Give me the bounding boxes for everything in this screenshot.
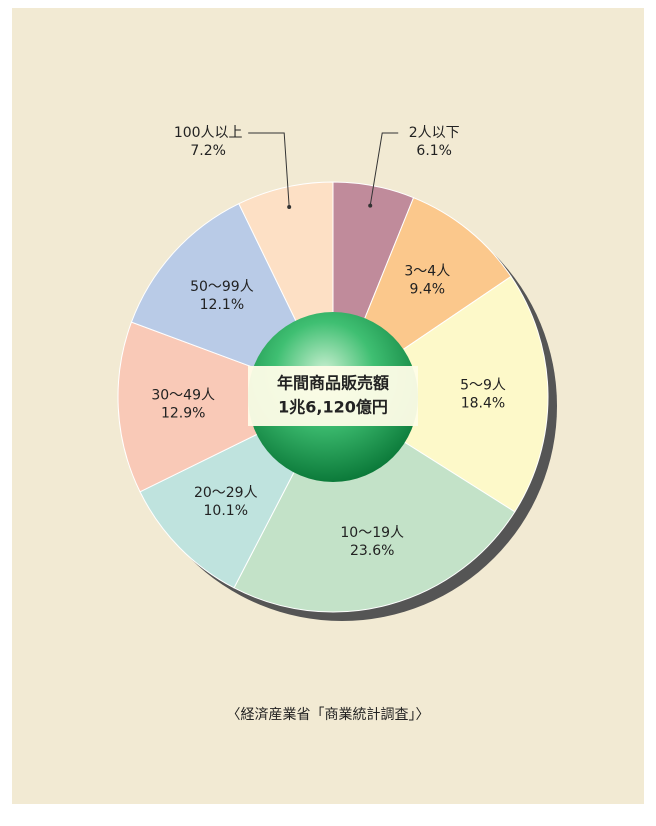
leader-line	[248, 132, 290, 208]
value-label: 6.1%	[416, 143, 452, 159]
value-label: 10.1%	[204, 503, 248, 519]
value-label: 12.1%	[200, 297, 244, 313]
category-label: 5〜9人	[460, 378, 506, 394]
category-label: 2人以下	[409, 125, 460, 141]
category-label: 30〜49人	[151, 388, 215, 404]
segment	[332, 275, 549, 513]
value-label: 23.6%	[350, 543, 394, 559]
segment	[117, 321, 335, 493]
center-box	[248, 366, 418, 426]
segment	[233, 396, 516, 613]
category-label: 20〜29人	[194, 485, 258, 501]
value-label: 18.4%	[461, 396, 505, 412]
value-label: 12.9%	[161, 406, 205, 422]
category-label: 50〜99人	[190, 279, 254, 295]
source: 〈経済産業省「商業統計調査」〉	[227, 707, 430, 723]
value-label: 7.2%	[190, 143, 226, 159]
center-label: 1兆6,120億円	[278, 398, 388, 417]
center-label: 年間商品販売額	[277, 374, 389, 393]
category-label: 10〜19人	[340, 525, 404, 541]
category-label: 3〜4人	[404, 263, 450, 279]
leader-line	[369, 132, 399, 206]
category-label: 100人以上	[174, 125, 243, 141]
value-label: 9.4%	[410, 281, 446, 297]
